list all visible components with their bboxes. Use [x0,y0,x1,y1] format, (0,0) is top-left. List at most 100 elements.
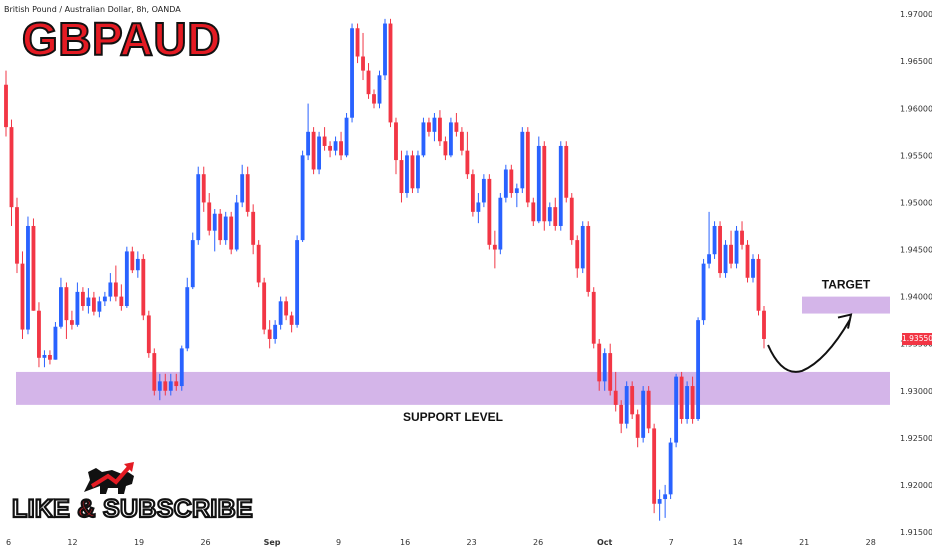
y-tick-label: 1.91500 [900,528,932,537]
candle-bearish [69,320,74,325]
candle-bullish [536,145,541,222]
candle-bearish [262,282,267,330]
candle-bullish [674,376,679,443]
candle-bearish [328,145,332,151]
candle-bullish [696,320,701,420]
x-tick-label: 9 [336,538,341,547]
candle-bearish [762,310,766,339]
target-zone [802,296,890,314]
candle-bullish [317,136,322,170]
x-tick-label: 23 [467,538,477,547]
candle-bullish [185,287,190,349]
x-tick-label: 7 [669,538,674,547]
candle-bullish [240,174,245,203]
candle-bearish [80,291,85,307]
candle-bearish [355,28,360,57]
candle-bearish [608,353,613,391]
candle-bearish [366,70,371,95]
candle-bearish [311,131,316,170]
candle-bearish [64,287,69,321]
candle-bearish [48,354,52,360]
candle-bearish [4,84,8,128]
candle-bullish [712,225,717,255]
y-tick-label: 1.93000 [900,387,932,396]
x-tick-label: Oct [597,538,613,547]
candle-bullish [179,348,184,387]
candle-bearish [569,197,574,241]
y-axis: 1.97000 1.96500 1.96000 1.95500 1.95000 1.945… [900,10,932,537]
candle-bullish [278,301,283,325]
y-tick-label: 1.94500 [900,246,932,255]
candle-bullish [108,282,113,297]
candle-bearish [361,56,365,71]
arrowhead-icon [837,313,853,329]
candle-bearish [443,141,448,156]
candle-bullish [663,494,668,500]
candle-bullish [448,122,453,156]
y-tick-label: 1.95500 [900,151,932,160]
candle-bullish [234,202,239,250]
candle-bullish [657,499,662,504]
x-tick-label: 28 [866,538,876,547]
candle-bullish [723,244,728,274]
x-tick-label: Sep [264,538,281,547]
x-tick-label: 12 [67,538,77,547]
candle-bullish [350,28,354,118]
candle-bullish [641,390,646,438]
candle-bullish [383,23,387,76]
candle-bullish [42,354,47,358]
x-tick-label: 16 [400,538,410,547]
brand-title: GBPAUD [21,13,222,65]
target-label: TARGET [822,278,871,292]
candle-bearish [9,127,14,208]
candle-bullish [53,326,58,360]
candle-bullish [157,381,162,391]
candle-bullish [547,207,552,222]
candle-bearish [141,258,146,316]
candle-bullish [514,188,519,194]
candle-bullish [503,169,508,198]
candle-bullish [333,141,338,151]
candle-bearish [525,131,530,203]
candle-bearish [322,136,327,146]
candle-bullish [751,258,755,278]
candles-layer [4,18,766,521]
candle-bearish [679,376,684,420]
candle-bearish [251,211,256,245]
candle-bearish [487,178,492,245]
candle-bullish [300,155,305,241]
like-subscribe-banner[interactable]: LIKE & SUBSCRIBE [11,495,254,523]
candle-bullish [190,240,195,288]
x-axis: 6 12 19 26 Sep 9 16 23 26 Oct 7 14 21 28 [6,538,876,547]
candle-bullish [421,122,426,156]
candle-bullish [476,202,481,212]
candle-bearish [399,160,404,194]
candle-bullish [624,386,629,424]
candle-bearish [531,202,536,222]
y-tick-label: 1.96500 [900,57,932,66]
candle-bearish [465,150,470,175]
brand-title-suffix: AUD [119,13,222,65]
candle-bearish [591,291,596,344]
candle-bearish [119,296,124,307]
x-tick-label: 14 [733,538,743,547]
candle-bearish [37,310,41,358]
candle-bullish [377,75,382,104]
candle-bullish [432,117,437,132]
candle-bearish [267,329,272,339]
candle-bullish [668,442,673,495]
candle-bearish [729,244,733,264]
candle-bullish [734,230,739,264]
candle-bearish [146,315,151,354]
x-tick-label: 19 [134,538,144,547]
candle-bearish [690,386,695,420]
candle-bearish [564,145,569,198]
candle-bearish [459,131,464,151]
cta-subscribe: SUBSCRIBE [95,495,254,523]
projection-layer [767,313,853,373]
candle-bearish [256,244,261,283]
y-tick-label: 1.96000 [900,104,932,113]
candle-bearish [91,297,96,312]
